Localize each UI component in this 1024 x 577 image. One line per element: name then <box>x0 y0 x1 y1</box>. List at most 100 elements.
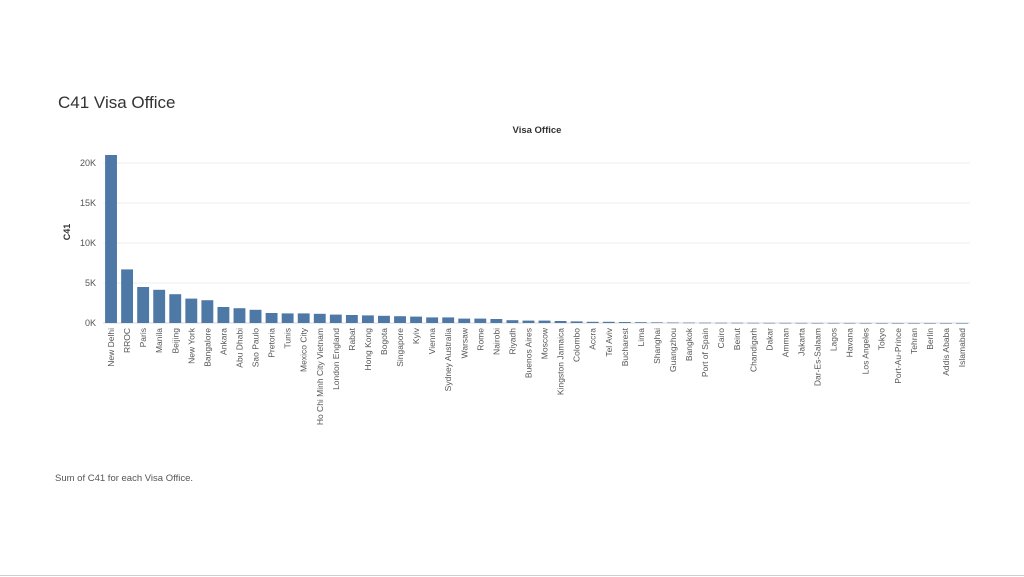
bar[interactable] <box>538 320 551 323</box>
y-tick-label: 15K <box>80 198 96 208</box>
bar[interactable] <box>795 322 808 324</box>
x-tick-label: Berlin <box>925 328 935 350</box>
x-tick-label: Bangalore <box>202 328 212 367</box>
bar[interactable] <box>827 322 840 324</box>
bar[interactable] <box>281 313 294 323</box>
bar[interactable] <box>297 313 310 323</box>
bar[interactable] <box>345 315 358 323</box>
bar[interactable] <box>185 298 198 323</box>
bar[interactable] <box>506 320 519 323</box>
x-tick-label: Amman <box>780 328 790 358</box>
bar[interactable] <box>329 314 342 323</box>
bar[interactable] <box>602 321 615 323</box>
x-tick-label: Rabat <box>347 327 357 350</box>
x-tick-label: Bucharest <box>620 327 630 366</box>
bar[interactable] <box>554 321 567 323</box>
x-tick-label: Havana <box>845 328 855 358</box>
x-tick-label: Sao Paulo <box>251 328 261 367</box>
x-tick-label: Abu Dhabi <box>234 328 244 368</box>
bar[interactable] <box>105 155 117 323</box>
bar[interactable] <box>907 322 920 324</box>
bar[interactable] <box>811 322 824 324</box>
x-tick-label: Shanghai <box>652 328 662 364</box>
y-tick-label: 5K <box>85 278 96 288</box>
bar[interactable] <box>313 313 326 323</box>
y-tick-label: 0K <box>85 318 96 328</box>
bar[interactable] <box>153 289 166 323</box>
bar[interactable] <box>410 316 423 323</box>
bar[interactable] <box>956 322 968 324</box>
x-tick-label: Tunis <box>283 328 293 348</box>
bar[interactable] <box>667 322 679 324</box>
bar[interactable] <box>875 322 888 324</box>
x-tick-label: Ankara <box>218 328 228 355</box>
x-tick-label: Riyadh <box>507 328 517 355</box>
x-tick-label: Jakarta <box>796 328 806 356</box>
y-axis-label: C41 <box>62 224 72 241</box>
x-tick-label: Tel Aviv <box>604 327 614 356</box>
y-tick-label: 20K <box>80 158 96 168</box>
x-tick-label: Pretoria <box>267 328 277 358</box>
x-tick-label: Cairo <box>716 328 726 349</box>
bar[interactable] <box>634 322 647 323</box>
bar[interactable] <box>715 322 728 324</box>
bar[interactable] <box>650 322 663 323</box>
x-tick-label: Port-Au-Prince <box>893 328 903 384</box>
bar[interactable] <box>490 319 503 323</box>
x-tick-label: Bogota <box>379 328 389 355</box>
bar[interactable] <box>458 318 471 323</box>
bar[interactable] <box>763 322 776 324</box>
bar[interactable] <box>361 315 374 323</box>
bar[interactable] <box>843 322 856 324</box>
x-tick-label: Accra <box>588 328 598 350</box>
bar[interactable] <box>121 269 134 323</box>
x-tick-label: Dar-Es-Salaam <box>812 328 822 386</box>
x-tick-label: Mexico City <box>299 327 309 372</box>
bar[interactable] <box>747 322 760 324</box>
bar[interactable] <box>570 321 583 323</box>
bar[interactable] <box>137 287 150 323</box>
bar[interactable] <box>394 316 406 323</box>
bar[interactable] <box>442 317 455 323</box>
bar[interactable] <box>169 294 182 323</box>
gridlines <box>103 162 970 324</box>
x-tick-label: Buenos Aires <box>523 328 533 378</box>
bar[interactable] <box>233 308 246 323</box>
bar[interactable] <box>249 309 262 323</box>
bar[interactable] <box>201 300 214 323</box>
x-tick-label: Paris <box>138 328 148 347</box>
x-tick-label: Manila <box>154 328 164 353</box>
x-tick-label: Beirut <box>732 327 742 350</box>
x-tick-label: Sydney Australia <box>443 328 453 392</box>
bar[interactable] <box>939 322 952 324</box>
x-tick-label: Singapore <box>395 328 405 367</box>
bar[interactable] <box>618 322 631 323</box>
bar[interactable] <box>522 320 535 323</box>
bar[interactable] <box>683 322 695 324</box>
bar[interactable] <box>699 322 712 324</box>
bar[interactable] <box>217 307 230 323</box>
bar[interactable] <box>426 317 439 323</box>
bar[interactable] <box>923 322 936 324</box>
bar[interactable] <box>586 321 599 323</box>
x-tick-label: Rome <box>475 328 485 351</box>
bar[interactable] <box>859 322 872 324</box>
x-tick-label: Lima <box>636 328 646 347</box>
x-tick-label: Ho Chi Minh City Vietnam <box>315 328 325 425</box>
bar[interactable] <box>474 318 487 323</box>
x-tick-label: Nairobi <box>491 328 501 355</box>
x-tick-label: Dakar <box>764 328 774 351</box>
x-tick-label: Moscow <box>540 327 550 359</box>
bar[interactable] <box>378 315 390 323</box>
x-tick-label: London England <box>331 328 341 390</box>
x-tick-label: Bangkok <box>684 327 694 361</box>
bar[interactable] <box>891 322 904 324</box>
bar[interactable] <box>731 322 744 324</box>
x-tick-label: Port of Spain <box>700 328 710 377</box>
x-tick-label: Los Angeles <box>861 328 871 374</box>
bar[interactable] <box>265 313 278 323</box>
page-title: C41 Visa Office <box>58 93 176 112</box>
bar[interactable] <box>779 322 792 324</box>
x-tick-label: Tokyo <box>877 328 887 350</box>
